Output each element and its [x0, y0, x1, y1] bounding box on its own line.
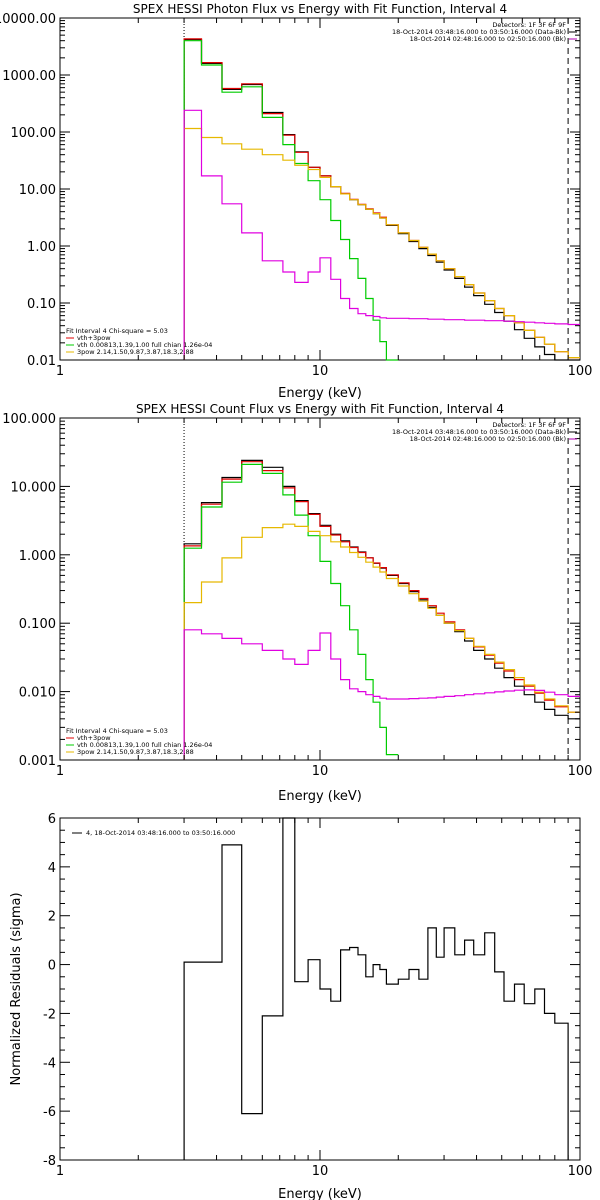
photon-flux-xlabel: Energy (keV) — [278, 386, 362, 401]
legend-entry: Fit Interval 4 Chi-square = 5.03 — [66, 727, 168, 735]
y-tick-label: 0.100 — [19, 617, 56, 632]
photon-flux-curves — [183, 18, 580, 361]
legend-entry: 18-Oct-2014 02:48:16.000 to 02:50:16.000… — [410, 35, 566, 43]
photon-flux-series-0 — [183, 38, 580, 361]
y-tick-label: -8 — [43, 1154, 56, 1169]
legend-entry: vth+3pow — [77, 734, 111, 742]
y-tick-label: 10000.00 — [0, 12, 56, 27]
x-tick-label: 10 — [312, 364, 329, 379]
count-flux-plot-frame — [59, 417, 581, 761]
count-flux-curves — [183, 418, 580, 760]
y-tick-label: -4 — [43, 1056, 56, 1071]
legend-entry: Detectors: 1F 3F 6F 9F — [492, 421, 566, 429]
x-tick-label: 1 — [56, 764, 64, 779]
y-tick-label: 6 — [48, 812, 56, 827]
y-tick-label: 10.000 — [11, 480, 57, 495]
legend-entry: vth 0.00813,1.39,1.00 full chian 1.26e-0… — [77, 341, 212, 349]
count-flux-series-1 — [183, 461, 580, 760]
legend-entry: 18-Oct-2014 03:48:16.000 to 03:50:16.000… — [392, 428, 566, 436]
count-flux-panel: SPEX HESSI Count Flux vs Energy with Fit… — [2, 402, 592, 804]
x-tick-label: 100 — [568, 364, 593, 379]
count-flux-series-4 — [183, 629, 580, 760]
residuals-ticks: 1 10 100 6 4 2 0 -2 -4 -6 -8 — [43, 812, 592, 1179]
y-tick-label: 1.000 — [19, 549, 56, 564]
x-tick-label: 10 — [312, 1164, 329, 1179]
y-tick-label: 0.010 — [19, 686, 56, 701]
count-flux-ticks: 1 10 100 100.000 10.000 1.000 0.100 0.010 0.001 — [2, 412, 592, 779]
photon-flux-legend-bottom-left: Fit Interval 4 Chi-square = 5.03vth+3pow… — [66, 327, 212, 356]
y-tick-label: -6 — [43, 1105, 56, 1120]
y-tick-label: 1.00 — [27, 240, 56, 255]
y-tick-label: 0.001 — [19, 754, 56, 769]
legend-entry: 18-Oct-2014 03:48:16.000 to 03:50:16.000… — [392, 28, 566, 36]
x-tick-label: 1 — [56, 364, 64, 379]
photon-flux-ticks: 1 10 100 10000.00 1000.00 100.00 10.00 1.00 0.10… — [0, 12, 592, 379]
count-flux-legend-bottom-left: Fit Interval 4 Chi-square = 5.03vth+3pow… — [66, 727, 212, 756]
x-tick-label: 1 — [56, 1164, 64, 1179]
legend-entry: Detectors: 1F 3F 6F 9F — [492, 21, 566, 29]
legend-entry: 3pow 2.14,1.50,9.87,3.87,18.3,2.88 — [77, 348, 194, 356]
x-tick-label: 100 — [568, 764, 593, 779]
residuals-xlabel: Energy (keV) — [278, 1187, 362, 1200]
count-flux-series-0 — [183, 459, 580, 760]
photon-flux-title: SPEX HESSI Photon Flux vs Energy with Fi… — [133, 2, 507, 16]
x-tick-label: 10 — [312, 764, 329, 779]
y-tick-label: 4 — [48, 861, 56, 876]
y-tick-label: 1000.00 — [2, 69, 56, 84]
legend-entry: vth 0.00813,1.39,1.00 full chian 1.26e-0… — [77, 741, 212, 749]
legend-entry: vth+3pow — [77, 334, 111, 342]
count-flux-xlabel: Energy (keV) — [278, 789, 362, 804]
photon-flux-series-2 — [183, 40, 399, 361]
residuals-series-0 — [183, 817, 569, 1160]
legend-entry: 4, 18-Oct-2014 03:48:16.000 to 03:50:16.… — [86, 829, 235, 837]
count-flux-title: SPEX HESSI Count Flux vs Energy with Fit… — [136, 402, 504, 416]
photon-flux-panel: SPEX HESSI Photon Flux vs Energy with Fi… — [0, 2, 592, 401]
photon-flux-series-4 — [183, 109, 580, 360]
y-tick-label: 100.00 — [11, 126, 57, 141]
residuals-ylabel: Normalized Residuals (sigma) — [9, 892, 24, 1085]
residuals-curves — [183, 817, 569, 1160]
legend-entry: 3pow 2.14,1.50,9.87,3.87,18.3,2.88 — [77, 748, 194, 756]
x-tick-label: 100 — [568, 1164, 593, 1179]
y-tick-label: 10.00 — [19, 183, 56, 198]
y-tick-label: 2 — [48, 910, 56, 925]
legend-entry: Fit Interval 4 Chi-square = 5.03 — [66, 327, 168, 335]
y-tick-label: 100.000 — [2, 412, 56, 427]
count-flux-series-3 — [183, 523, 580, 760]
y-tick-label: 0.10 — [27, 297, 56, 312]
legend-entry: 18-Oct-2014 02:48:16.000 to 02:50:16.000… — [410, 435, 566, 443]
y-tick-label: 0 — [48, 959, 56, 974]
residuals-panel: 1 10 100 6 4 2 0 -2 -4 -6 -8 Energy (keV) Normaliz… — [9, 812, 592, 1200]
residuals-legend: 4, 18-Oct-2014 03:48:16.000 to 03:50:16.… — [72, 829, 235, 837]
y-tick-label: -2 — [43, 1007, 56, 1022]
y-tick-label: 0.01 — [27, 354, 56, 369]
count-flux-series-2 — [183, 463, 399, 760]
photon-flux-series-3 — [183, 127, 580, 360]
